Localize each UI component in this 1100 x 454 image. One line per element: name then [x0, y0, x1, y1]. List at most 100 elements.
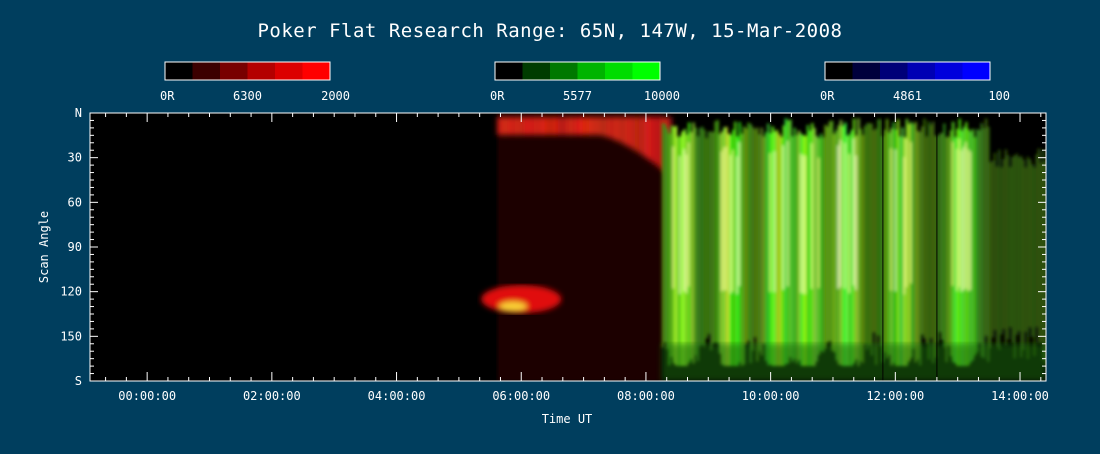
aurora-bright-streak [800, 153, 802, 293]
red-arc-column [587, 117, 591, 135]
aurora-column [819, 133, 823, 352]
colorbar-min-label: 0R [490, 89, 505, 103]
aurora-column [701, 126, 704, 346]
aurora-column [714, 121, 717, 343]
aurora-column [914, 121, 917, 363]
aurora-bright-streak [965, 142, 967, 289]
red-arc-column [518, 117, 522, 135]
chart-title: Poker Flat Research Range: 65N, 147W, 15… [257, 20, 842, 42]
red-arc-column [647, 117, 651, 160]
y-tick-label: 30 [68, 151, 82, 165]
aurora-bright-streak [903, 157, 906, 295]
aurora-bright-streak [839, 140, 842, 288]
red-arc-column [626, 117, 630, 147]
colorbar-swatch [907, 62, 936, 80]
colorbar-frame [494, 61, 661, 81]
aurora-column [674, 126, 678, 366]
colorbar-swatch [495, 62, 523, 80]
aurora-column [835, 130, 838, 361]
red-arc-column [635, 117, 639, 152]
aurora-column [665, 128, 669, 350]
aurora-column [927, 121, 931, 360]
aurora-bright-streak [723, 147, 725, 291]
colorbar-swatch [275, 62, 303, 80]
aurora-bright-streak [786, 140, 789, 287]
aurora-column [813, 127, 816, 367]
aurora-column [756, 127, 759, 362]
aurora-column [696, 136, 700, 362]
aurora-column [1017, 157, 1021, 332]
aurora-column [709, 131, 713, 351]
x-axis: 00:00:00 02:00:00 04:00:00 06:00:00 08:00:00… [105, 113, 1049, 403]
aurora-bright-streak [720, 151, 723, 292]
aurora-bright-streak [951, 141, 954, 286]
colorbar-swatch [852, 62, 881, 80]
aurora-column [703, 129, 706, 348]
x-tick-label: 04:00:00 [368, 389, 426, 403]
aurora-column [918, 131, 922, 366]
aurora-bright-streak [844, 142, 846, 289]
aurora-column [1033, 167, 1036, 356]
colorbar-min-label: 0R [820, 89, 835, 103]
aurora-column [949, 130, 953, 357]
aurora-column [1015, 153, 1019, 335]
aurora-column [923, 118, 926, 339]
aurora-column [795, 134, 799, 364]
auroral-columns [661, 118, 1046, 367]
aurora-column [1004, 149, 1008, 346]
aurora-column [745, 128, 748, 345]
aurora-column [806, 124, 810, 366]
aurora-column [995, 166, 999, 348]
aurora-column [694, 127, 697, 356]
red-arc-column [560, 117, 564, 135]
aurora-bright-streak [910, 141, 912, 284]
aurora-bright-streak [679, 155, 681, 294]
aurora-column [1039, 162, 1043, 343]
aurora-column [982, 128, 986, 359]
aurora-column [872, 129, 876, 333]
colorbar-swatch [632, 62, 661, 80]
aurora-column [826, 126, 829, 343]
red-arc-column [629, 117, 633, 148]
aurora-column [945, 136, 948, 363]
colorbar-swatch [302, 62, 331, 80]
aurora-column [874, 128, 878, 365]
aurora-column [879, 119, 882, 347]
colorbar-swatch [825, 62, 853, 80]
aurora-column [830, 120, 834, 351]
aurora-column [1020, 156, 1023, 358]
aurora-bright-streak [890, 148, 892, 291]
red-spot-highlight [498, 301, 527, 312]
aurora-bright-streak [683, 149, 686, 292]
aurora-column [767, 123, 770, 366]
aurora-column [885, 118, 889, 359]
aurora-bright-streak [967, 149, 969, 292]
aurora-column [987, 126, 990, 362]
aurora-column [1042, 149, 1045, 361]
red-arc-column [503, 117, 507, 135]
aurora-bright-streak [894, 149, 897, 292]
colorbar-wavelength-label: 4861 [893, 89, 922, 103]
aurora-column [764, 132, 768, 362]
aurora-column [991, 160, 994, 338]
y-tick-label: 120 [60, 285, 82, 299]
aurora-bright-streak [725, 146, 727, 291]
red-arc-column [590, 117, 594, 135]
aurora-column [727, 133, 730, 366]
aurora-bright-streak [852, 138, 855, 286]
aurora-column [859, 128, 862, 362]
colorbar-swatch [962, 62, 991, 80]
colorbar-swatch [522, 62, 551, 80]
red-arc-column [554, 117, 558, 135]
aurora-column [901, 127, 904, 366]
aurora-column [1037, 148, 1041, 344]
aurora-column [861, 134, 865, 364]
aurora-bright-streak [736, 156, 738, 295]
aurora-column [907, 123, 911, 362]
aurora-column [1013, 155, 1016, 359]
colorbar-max-label: 100 [988, 89, 1010, 103]
aurora-column [943, 123, 946, 348]
aurora-column [993, 152, 997, 331]
aurora-column [1006, 155, 1010, 340]
